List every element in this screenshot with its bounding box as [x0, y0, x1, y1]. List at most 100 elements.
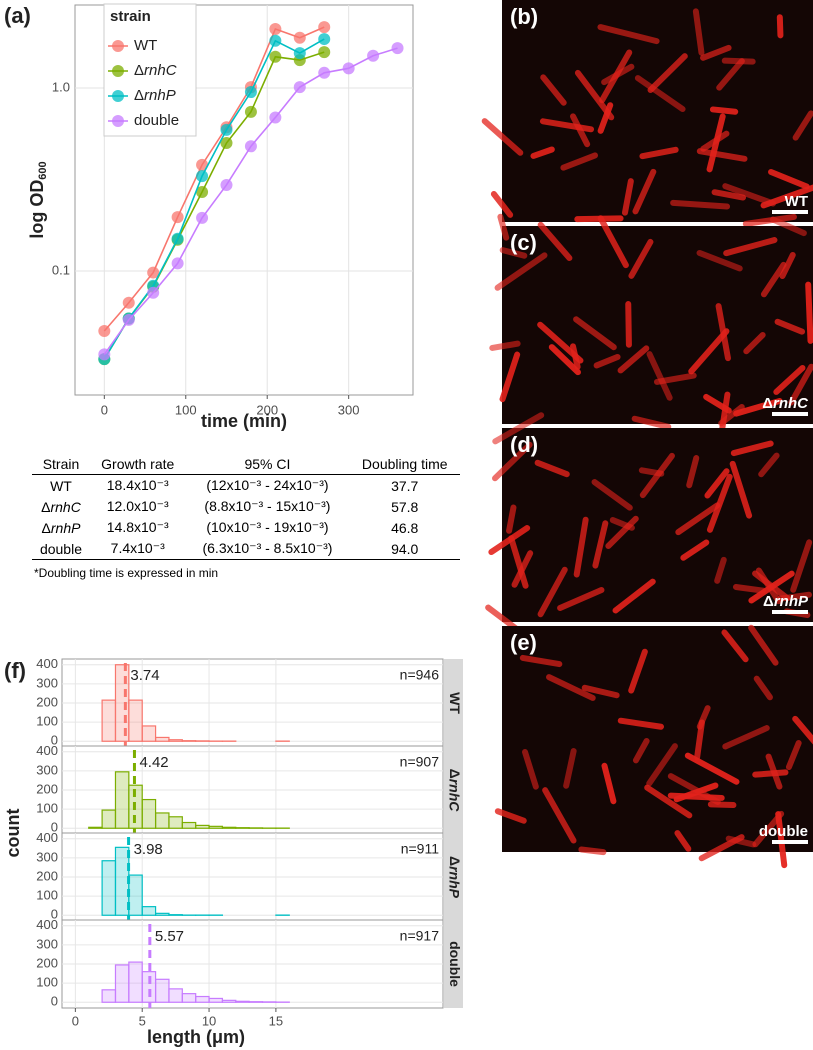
- cell-rod: [601, 762, 617, 805]
- cell-rod: [722, 725, 770, 750]
- histogram-bar: [154, 736, 170, 742]
- cell-rod: [768, 168, 810, 190]
- cell-rods: [481, 8, 813, 227]
- data-point: [147, 286, 160, 299]
- y-tick-label: 400: [36, 743, 58, 758]
- histogram-bar: [154, 978, 170, 1003]
- cell-rod: [752, 570, 791, 602]
- y-tick-label: 0: [51, 820, 58, 835]
- histogram-bar: [101, 989, 117, 1003]
- data-point: [293, 31, 306, 44]
- scale-caption: ΔrnhC: [762, 395, 809, 412]
- cell-rod: [680, 539, 710, 561]
- cell-rod: [647, 53, 688, 94]
- cell-rod: [725, 835, 757, 848]
- data-point: [171, 232, 184, 245]
- data-point: [318, 21, 331, 34]
- table-cell: ΔrnhP: [41, 519, 81, 536]
- cell-rod: [492, 412, 545, 445]
- cell-rod: [696, 148, 748, 162]
- cell-rod: [792, 715, 813, 745]
- data-point: [293, 47, 306, 60]
- histogram-bar: [208, 825, 224, 829]
- x-tick-label: 0: [72, 1013, 79, 1028]
- cell-rod: [785, 740, 802, 771]
- table-note: *Doubling time is expressed in min: [34, 566, 219, 580]
- table-cell: (6.3x10⁻³ - 8.5x10⁻³): [185, 538, 350, 560]
- data-point: [98, 348, 111, 361]
- n-label: n=907: [400, 754, 440, 770]
- median-label: 3.98: [134, 841, 163, 858]
- cell-rod: [686, 455, 700, 489]
- cell-rod: [732, 583, 766, 594]
- cell-rod: [674, 830, 692, 852]
- scale-caption: WT: [785, 193, 808, 210]
- cell-rod: [696, 705, 711, 730]
- scale-bar: [772, 210, 808, 214]
- cell-rod: [805, 281, 813, 344]
- table-cell: double: [32, 538, 90, 560]
- histogram-bar: [101, 699, 117, 742]
- cell-rod: [704, 468, 730, 499]
- cell-rod: [488, 525, 531, 556]
- x-tick-label: 100: [175, 402, 197, 417]
- cell-rod: [773, 364, 806, 395]
- histogram-bar: [141, 725, 157, 742]
- cell-rod: [557, 587, 605, 611]
- cell-rod: [548, 344, 581, 376]
- y-axis-subscript: 600: [37, 161, 49, 179]
- x-tick-label: 15: [269, 1013, 283, 1028]
- cell-rod: [639, 452, 675, 499]
- facet-strip-label: ΔrnhC: [447, 769, 463, 813]
- table-cell: 37.7: [391, 477, 419, 494]
- cell-rod: [632, 737, 650, 764]
- y-tick-label: 400: [36, 830, 58, 845]
- x-axis-title: time (min): [201, 411, 287, 431]
- legend-label: ΔrnhC: [134, 62, 177, 79]
- legend-title: strain: [110, 8, 151, 25]
- facet-strip-label: double: [447, 941, 463, 987]
- y-tick-label: 400: [36, 917, 58, 932]
- y-tick-label: 300: [36, 675, 58, 690]
- cell-rod: [760, 261, 787, 298]
- cell-rod: [715, 303, 731, 362]
- data-point: [269, 111, 282, 124]
- data-point: [98, 324, 111, 337]
- cell-rod: [711, 189, 747, 201]
- cell-rod: [560, 152, 599, 171]
- cell-rod: [788, 363, 813, 406]
- histogram-bar: [114, 771, 130, 829]
- y-tick-label: 300: [36, 849, 58, 864]
- data-point: [147, 266, 160, 279]
- cell-rod: [769, 216, 807, 237]
- histogram-bar: [114, 846, 130, 916]
- data-point: [244, 86, 257, 99]
- table-cell: WT: [50, 477, 72, 494]
- cell-rod: [742, 213, 797, 227]
- cell-rod: [591, 479, 633, 511]
- y-tick-label: 200: [36, 781, 58, 796]
- series-line: [103, 26, 325, 332]
- cell-rod: [721, 629, 749, 663]
- histogram-bar: [181, 740, 197, 742]
- cell-rod: [522, 749, 539, 790]
- image-label: (d): [510, 432, 538, 457]
- cell-rod: [733, 397, 783, 417]
- scale-bar: [772, 840, 808, 844]
- cell-rod: [537, 321, 584, 364]
- median-label: 5.57: [155, 928, 184, 945]
- facet-strip-label: WT: [447, 692, 463, 714]
- cell-rod: [578, 846, 607, 856]
- histogram-bar: [248, 1001, 264, 1003]
- legend-dot: [112, 65, 124, 77]
- x-axis-title: length (μm): [147, 1027, 245, 1047]
- data-point: [269, 22, 282, 35]
- data-point: [318, 66, 331, 79]
- cell-rod: [774, 318, 806, 335]
- cell-rod: [775, 811, 788, 869]
- table-cell: (12x10⁻³ - 24x10⁻³): [206, 477, 329, 493]
- data-point: [269, 50, 282, 63]
- cell-rod: [729, 460, 753, 519]
- cell-rod: [752, 769, 789, 778]
- cell-rod: [542, 787, 577, 844]
